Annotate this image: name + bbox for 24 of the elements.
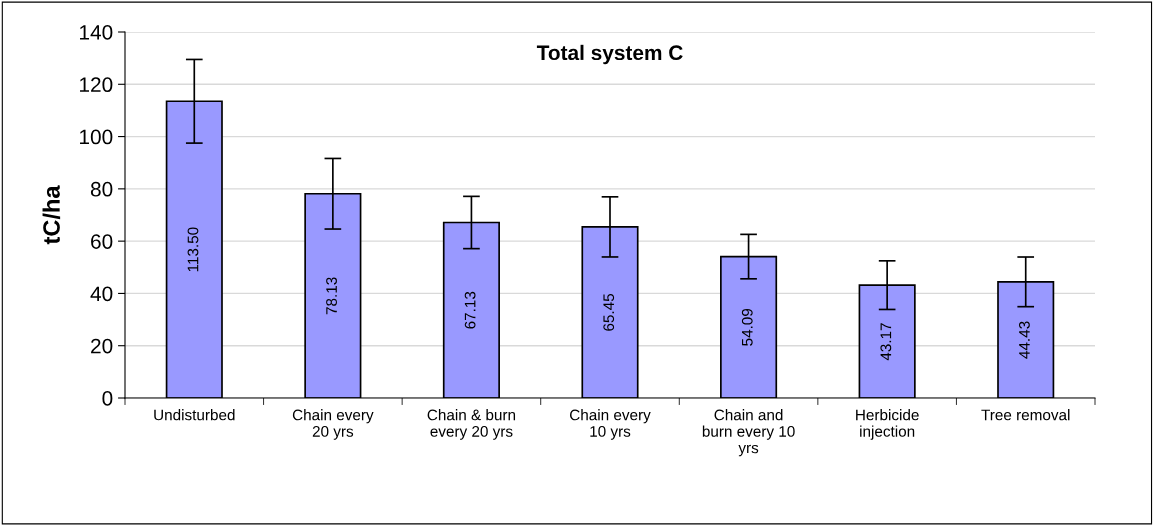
y-tick-label: 20 [91,338,113,354]
x-tick-label: Undisturbed [154,409,235,421]
x-tick-label: Chain every 10 yrs [570,409,651,440]
x-tick-label: Chain & burn every 20 yrs [427,409,516,440]
x-tick-label: Chain and burn every 10 yrs [702,409,795,457]
data-label: 78.13 [326,277,337,315]
x-tick-label: Chain every 20 yrs [292,409,374,440]
x-tick-label: Herbicide injection [856,409,919,440]
y-tick-label: 60 [91,234,113,249]
y-tick-label: 0 [102,391,113,406]
text: Total system C [536,44,683,65]
data-label: 113.50 [187,227,199,272]
y-tick-label: 120 [80,77,113,93]
data-label: 65.45 [603,293,615,331]
data-label: 43.17 [880,323,892,361]
data-label: 54.09 [741,308,753,346]
y-axis-title: tC/ha [42,185,61,245]
data-label: 44.43 [1019,321,1030,359]
y-tick-label: 40 [90,286,113,302]
y-tick-label: 140 [80,25,113,40]
data-label: 67.13 [464,291,476,329]
y-tick-label: 100 [80,129,113,145]
x-tick-label: Tree removal [981,409,1070,421]
y-tick-label: 80 [90,181,113,197]
